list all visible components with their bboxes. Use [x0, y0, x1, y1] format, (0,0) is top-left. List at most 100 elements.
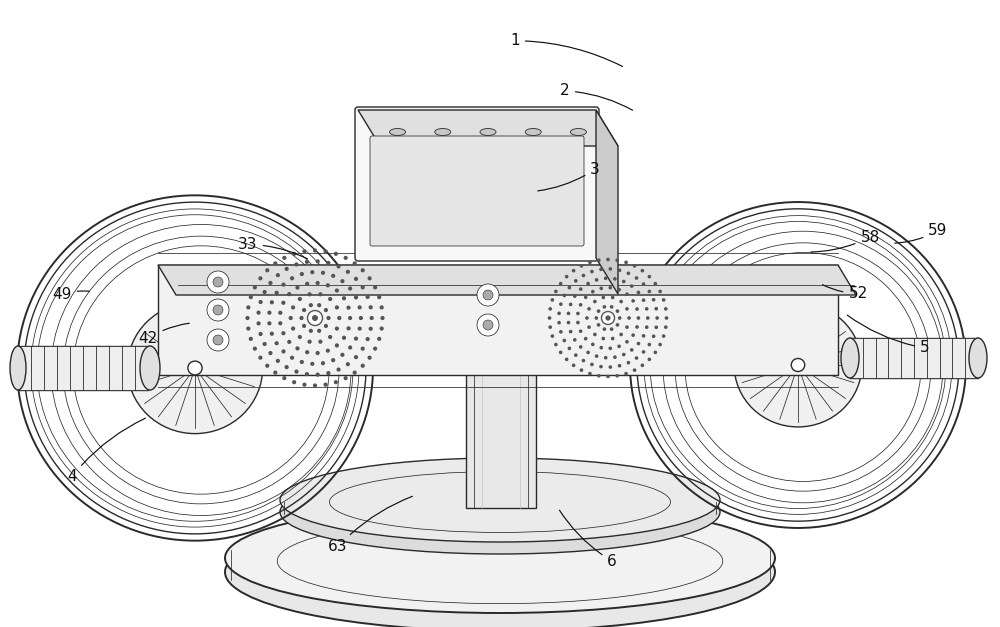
Circle shape	[246, 327, 250, 330]
Ellipse shape	[127, 302, 263, 434]
Circle shape	[565, 357, 568, 361]
Circle shape	[316, 351, 320, 355]
Circle shape	[346, 270, 350, 274]
Circle shape	[336, 265, 341, 268]
Circle shape	[601, 296, 605, 299]
Ellipse shape	[525, 129, 541, 135]
Circle shape	[249, 337, 253, 341]
Circle shape	[599, 346, 603, 349]
Circle shape	[618, 316, 622, 320]
Circle shape	[292, 380, 296, 384]
Circle shape	[258, 332, 263, 336]
Circle shape	[354, 277, 358, 281]
Circle shape	[637, 290, 640, 294]
Circle shape	[627, 361, 630, 364]
Circle shape	[276, 359, 280, 363]
Circle shape	[569, 330, 572, 334]
Circle shape	[591, 290, 595, 293]
Circle shape	[615, 258, 619, 262]
Ellipse shape	[188, 361, 202, 375]
Circle shape	[295, 285, 300, 290]
Circle shape	[646, 316, 650, 320]
Circle shape	[256, 310, 261, 315]
Circle shape	[340, 279, 345, 283]
Circle shape	[213, 335, 223, 345]
Circle shape	[602, 312, 614, 325]
Circle shape	[551, 298, 554, 302]
Circle shape	[625, 292, 629, 296]
Circle shape	[342, 296, 346, 300]
Circle shape	[326, 261, 330, 265]
Circle shape	[380, 305, 384, 310]
Circle shape	[317, 303, 321, 307]
Circle shape	[361, 268, 365, 272]
Circle shape	[611, 296, 615, 299]
Circle shape	[326, 349, 330, 353]
Circle shape	[597, 323, 600, 327]
Ellipse shape	[465, 333, 537, 347]
Circle shape	[373, 285, 377, 290]
Circle shape	[316, 281, 320, 285]
Circle shape	[568, 347, 571, 350]
Circle shape	[559, 350, 562, 354]
Circle shape	[354, 355, 358, 359]
Ellipse shape	[225, 513, 775, 627]
Circle shape	[366, 337, 370, 341]
Circle shape	[366, 295, 370, 299]
Circle shape	[625, 340, 629, 344]
Circle shape	[557, 321, 561, 325]
Circle shape	[569, 303, 572, 306]
Circle shape	[590, 270, 594, 273]
Circle shape	[625, 307, 629, 311]
Circle shape	[648, 343, 651, 346]
Circle shape	[302, 249, 307, 253]
Circle shape	[579, 287, 583, 291]
Circle shape	[563, 339, 566, 342]
Circle shape	[270, 300, 274, 304]
Circle shape	[563, 293, 566, 297]
Circle shape	[335, 288, 339, 293]
FancyBboxPatch shape	[370, 136, 584, 246]
Circle shape	[308, 310, 322, 325]
Ellipse shape	[280, 458, 720, 542]
Circle shape	[580, 368, 583, 372]
Circle shape	[631, 299, 635, 303]
Circle shape	[633, 264, 636, 268]
Circle shape	[627, 271, 630, 275]
Circle shape	[207, 299, 229, 321]
Circle shape	[324, 308, 328, 312]
Circle shape	[604, 356, 608, 359]
Circle shape	[305, 372, 309, 376]
Circle shape	[572, 364, 575, 367]
Circle shape	[310, 362, 314, 366]
Circle shape	[256, 321, 261, 325]
Circle shape	[323, 382, 328, 387]
Circle shape	[624, 372, 628, 376]
Circle shape	[573, 338, 577, 342]
Circle shape	[291, 327, 295, 330]
Circle shape	[579, 303, 582, 307]
Circle shape	[318, 292, 323, 297]
Circle shape	[554, 290, 558, 293]
Circle shape	[361, 347, 365, 350]
Circle shape	[369, 327, 373, 331]
Circle shape	[588, 261, 592, 264]
Circle shape	[652, 298, 655, 302]
Circle shape	[655, 316, 659, 320]
Circle shape	[361, 364, 365, 368]
Circle shape	[258, 277, 262, 280]
Circle shape	[380, 316, 385, 320]
Ellipse shape	[969, 338, 987, 378]
Circle shape	[616, 309, 619, 313]
Circle shape	[326, 371, 330, 375]
Text: 49: 49	[52, 287, 89, 302]
Circle shape	[635, 356, 638, 360]
Circle shape	[611, 337, 615, 340]
Circle shape	[613, 356, 617, 359]
Circle shape	[664, 307, 668, 310]
Circle shape	[273, 261, 277, 265]
Circle shape	[302, 324, 306, 328]
Circle shape	[316, 259, 320, 263]
Text: 4: 4	[67, 418, 145, 484]
Circle shape	[309, 303, 313, 307]
